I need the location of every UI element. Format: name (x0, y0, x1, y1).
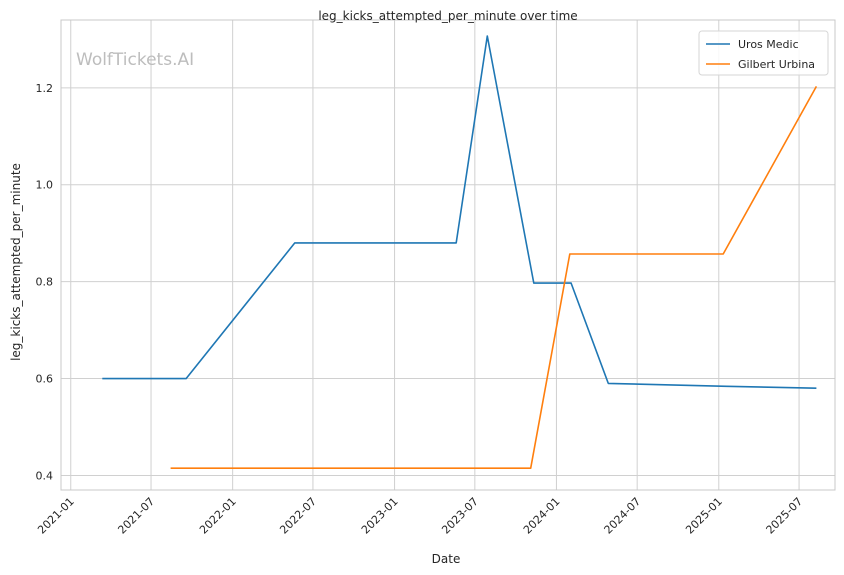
legend-label-gilbert-urbina: Gilbert Urbina (738, 58, 815, 71)
grid (61, 20, 835, 490)
x-tick-label: 2024-01 (521, 495, 563, 537)
x-tick-label: 2022-01 (197, 495, 239, 537)
y-tick-label: 1.2 (36, 82, 54, 95)
y-tick-label: 1.0 (36, 179, 54, 192)
x-tick-label: 2025-07 (763, 495, 805, 537)
chart-title: leg_kicks_attempted_per_minute over time (318, 9, 577, 23)
plot-frame (60, 19, 836, 491)
series-line-uros-medic (102, 35, 817, 389)
series-line-gilbert-urbina (170, 86, 818, 470)
x-tick-labels: 2021-01 2021-07 2022-01 2022-07 2023-01 2023-… (35, 495, 805, 537)
x-tick-label: 2022-07 (277, 495, 319, 537)
x-tick-label: 2023-01 (359, 495, 401, 537)
y-tick-labels: 0.4 0.6 0.8 1.0 1.2 (36, 82, 54, 483)
y-tick-label: 0.6 (36, 373, 54, 386)
x-tick-label: 2025-01 (683, 495, 725, 537)
x-axis-label: Date (432, 552, 461, 566)
y-tick-label: 0.4 (36, 469, 54, 482)
x-tick-label: 2023-07 (439, 495, 481, 537)
watermark: WolfTickets.AI (76, 50, 194, 70)
y-axis-label: leg_kicks_attempted_per_minute (9, 163, 23, 361)
x-tick-label: 2024-07 (602, 495, 644, 537)
series-lines (102, 35, 818, 470)
legend-label-uros-medic: Uros Medic (738, 38, 799, 51)
x-tick-label: 2021-07 (115, 495, 157, 537)
y-tick-label: 0.8 (36, 276, 54, 289)
x-tick-label: 2021-01 (35, 495, 77, 537)
legend-box (698, 30, 829, 76)
legend: Uros Medic Gilbert Urbina (698, 30, 829, 76)
